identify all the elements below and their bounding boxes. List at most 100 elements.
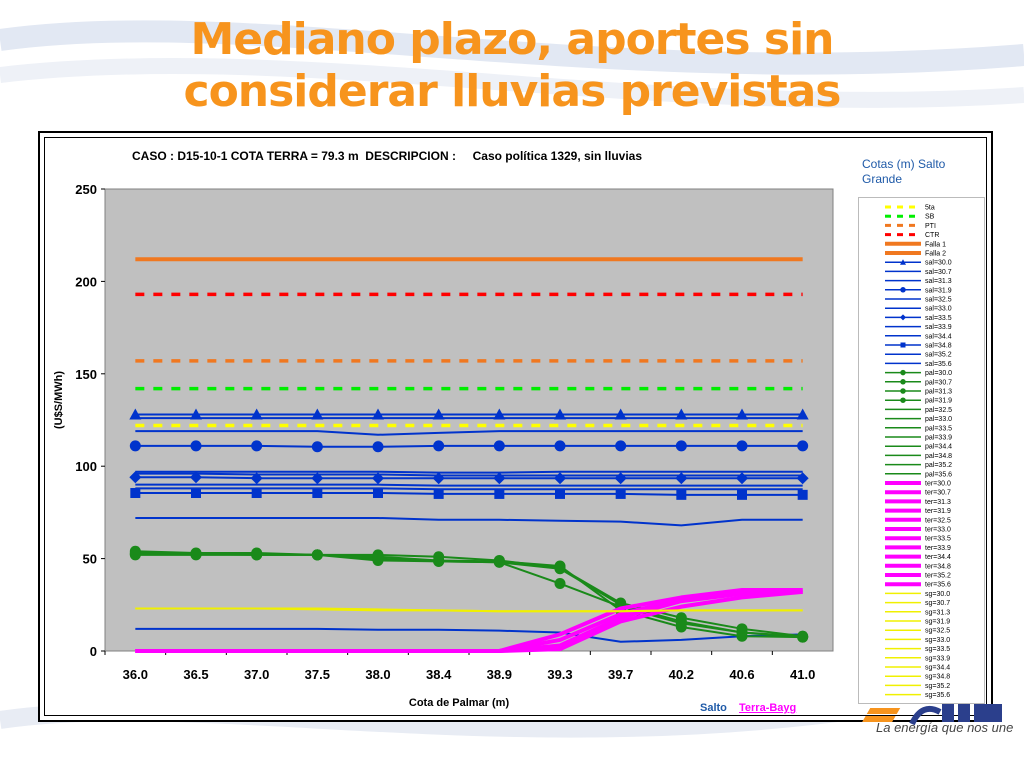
data-point: [311, 549, 323, 561]
x-tick-label: 36.5: [183, 667, 208, 682]
legend-label: sal=33.9: [925, 324, 952, 331]
data-point: [900, 342, 906, 348]
terra-label: Terra-Bayg: [739, 702, 797, 714]
legend-item: ter=33.9: [885, 545, 951, 552]
data-point: [554, 440, 566, 452]
legend-label: ter=34.8: [925, 563, 951, 570]
data-point: [190, 408, 202, 420]
chart-title: CASO : D15-10-1 COTA TERRA = 79.3 m DESC…: [132, 149, 642, 163]
legend-label: sg=33.0: [925, 637, 950, 644]
legend-label: pal=31.3: [925, 389, 952, 396]
legend-item: sg=33.9: [885, 655, 950, 662]
data-point: [675, 472, 688, 485]
data-point: [615, 440, 627, 452]
data-point: [129, 471, 142, 484]
series-sal-31-9: [129, 440, 809, 453]
series-line: [135, 516, 803, 527]
legend-label: SB: [925, 214, 935, 221]
series-line: [135, 589, 803, 653]
legend-label: sg=30.7: [925, 600, 950, 607]
legend-item: pal=35.6: [885, 471, 952, 478]
series-sg-30-7: [135, 607, 803, 613]
legend-item: pal=33.0: [885, 416, 952, 423]
legend-label: sal=35.6: [925, 361, 952, 368]
legend-item: ter=35.2: [885, 573, 951, 580]
series-line: [135, 607, 803, 613]
data-point: [493, 408, 506, 420]
x-tick-label: 38.4: [426, 667, 452, 682]
legend-item: sal=31.9: [885, 287, 952, 294]
legend-label: sal=32.5: [925, 297, 952, 304]
series-line: [135, 491, 803, 496]
x-tick-label: 39.3: [547, 667, 572, 682]
legend-item: sg=32.5: [885, 628, 950, 635]
legend-label: ter=35.2: [925, 573, 951, 580]
data-point: [251, 487, 262, 498]
legend-label: pal=34.8: [925, 453, 952, 460]
legend-item: sal=35.6: [885, 361, 952, 368]
legend-item: sal=34.8: [885, 342, 952, 350]
x-tick-label: 40.2: [669, 667, 694, 682]
data-point: [900, 287, 906, 293]
data-point: [900, 259, 906, 265]
legend-item: sal=34.4: [885, 333, 952, 340]
data-point: [372, 441, 384, 453]
legend-item: pal=33.5: [885, 425, 952, 432]
legend-item: sal=30.0: [885, 259, 952, 267]
data-point: [493, 440, 505, 452]
series-sal-33-5: [129, 471, 809, 485]
legend-label: sg=35.6: [925, 692, 950, 699]
data-point: [797, 489, 808, 500]
series-sal-35-2: [135, 516, 803, 527]
data-point: [736, 440, 748, 452]
line-chart: CASO : D15-10-1 COTA TERRA = 79.3 m DESC…: [53, 149, 834, 709]
data-point: [190, 440, 202, 452]
data-point: [900, 379, 906, 385]
data-point: [675, 440, 687, 452]
x-axis-label: Cota de Palmar (m): [409, 697, 510, 709]
legend-label: sal=34.4: [925, 333, 952, 340]
legend-label: ter=31.9: [925, 508, 951, 515]
data-point: [129, 440, 141, 452]
data-point: [311, 441, 323, 453]
series-sal-33-9: [135, 483, 803, 487]
legend-item: sg=31.3: [885, 609, 950, 616]
x-tick-label: 37.0: [244, 667, 269, 682]
y-tick-label: 100: [75, 459, 97, 474]
data-point: [250, 408, 263, 420]
legend-item: sg=30.7: [885, 600, 950, 607]
data-point: [129, 408, 142, 420]
series-line: [135, 430, 803, 436]
data-point: [900, 369, 906, 376]
data-point: [433, 555, 445, 567]
legend-item: pal=31.3: [885, 388, 952, 396]
legend-label: 5ta: [925, 205, 935, 212]
series-sal-35-6: [135, 627, 803, 643]
legend-item: pal=31.9: [885, 397, 952, 405]
legend-label: pal=34.4: [925, 444, 952, 451]
legend-item: sg=35.6: [885, 692, 950, 699]
x-tick-label: 38.0: [365, 667, 390, 682]
x-tick-label: 36.0: [123, 667, 148, 682]
y-tick-label: 50: [83, 552, 97, 567]
x-tick-label: 40.6: [729, 667, 754, 682]
legend-item: ter=30.7: [885, 490, 951, 497]
data-point: [797, 630, 809, 642]
series-sal-34-8: [130, 487, 808, 500]
data-point: [372, 408, 384, 420]
legend-item: ter=30.0: [885, 481, 951, 488]
series-line: [135, 483, 803, 487]
series-line: [135, 627, 803, 643]
legend-label: sg=32.5: [925, 628, 950, 635]
legend-label: sg=34.8: [925, 674, 950, 681]
legend-item: sg=35.2: [885, 683, 950, 690]
x-tick-label: 41.0: [790, 667, 815, 682]
data-point: [191, 487, 201, 498]
series-ter-31-9: [135, 589, 803, 653]
series-line: [135, 476, 803, 480]
data-point: [190, 471, 202, 484]
legend-item: sg=31.9: [885, 619, 950, 626]
data-point: [130, 487, 141, 498]
slide-title: Mediano plazo, aportes sin considerar ll…: [183, 14, 841, 117]
legend-item: SB: [885, 214, 935, 221]
